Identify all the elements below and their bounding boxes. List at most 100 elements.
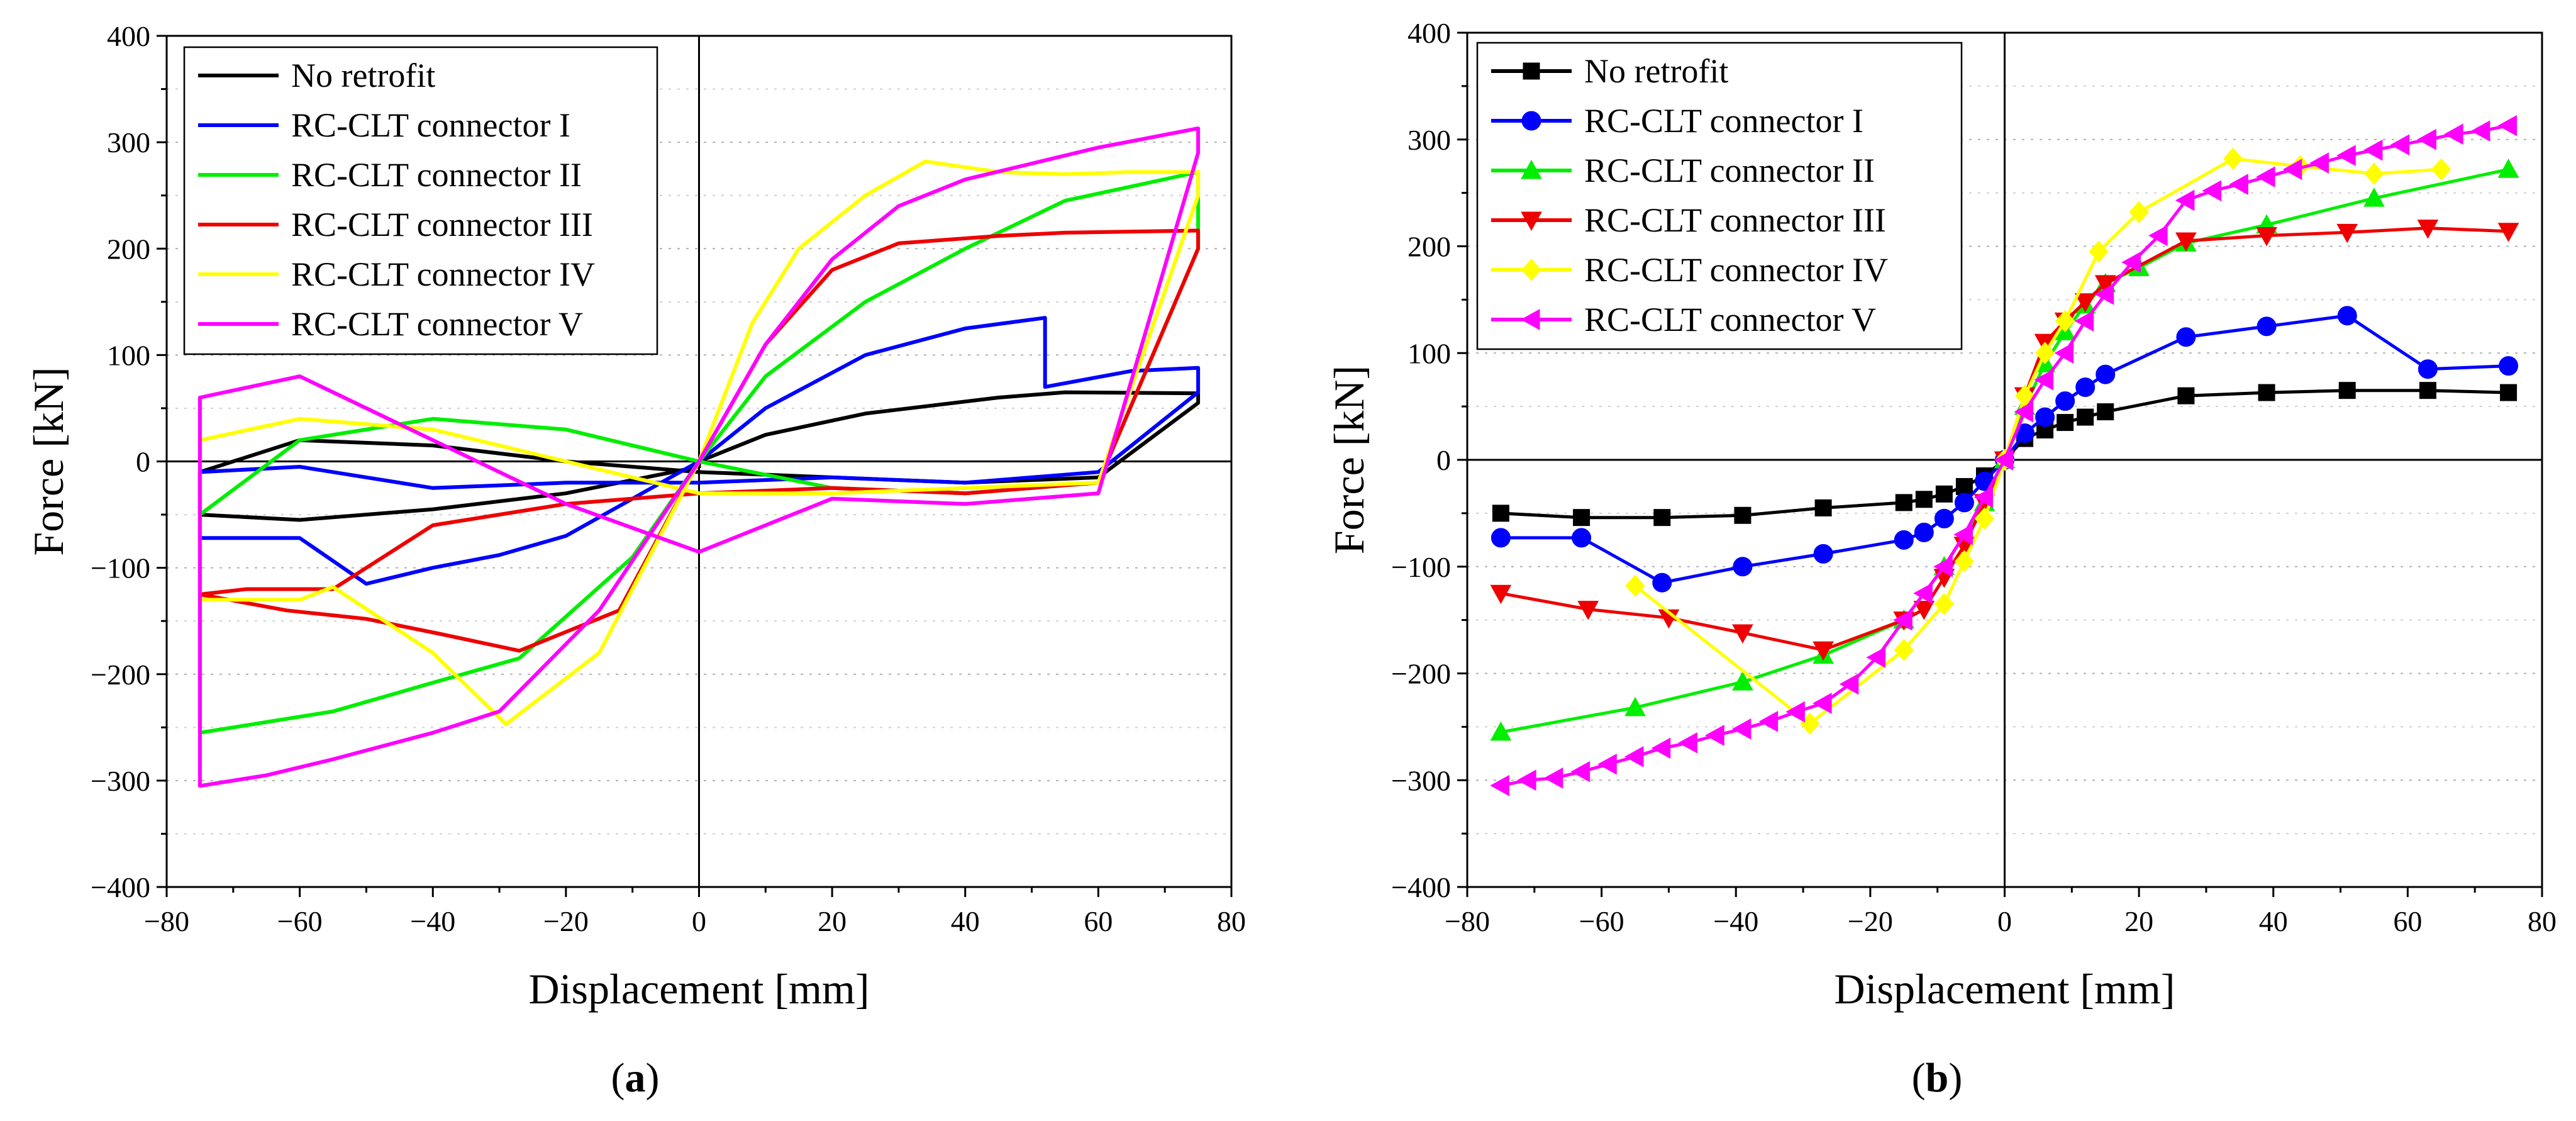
data-point bbox=[1785, 701, 1805, 723]
data-point bbox=[1491, 528, 1511, 548]
data-point bbox=[1625, 574, 1645, 598]
data-point bbox=[2363, 187, 2385, 207]
data-point bbox=[2419, 382, 2436, 399]
plot-area bbox=[1490, 114, 2519, 796]
data-point bbox=[2338, 382, 2356, 399]
data-point bbox=[1624, 746, 1644, 767]
data-point bbox=[2497, 114, 2518, 137]
data-point bbox=[1492, 505, 1509, 522]
data-point bbox=[1733, 557, 1753, 577]
data-point bbox=[1934, 508, 1954, 528]
data-point bbox=[1652, 572, 1672, 593]
y-tick-label: 0 bbox=[1436, 444, 1451, 476]
data-point bbox=[2094, 275, 2116, 294]
data-point bbox=[2096, 364, 2116, 384]
data-point bbox=[1894, 530, 1914, 550]
data-point bbox=[1893, 609, 1913, 631]
data-point bbox=[2336, 145, 2356, 167]
data-point bbox=[2055, 391, 2075, 411]
data-point bbox=[2336, 223, 2358, 243]
data-point bbox=[2364, 162, 2384, 185]
panel-label: (a) bbox=[611, 1055, 660, 1101]
data-point bbox=[1935, 485, 1953, 503]
data-point bbox=[2121, 252, 2141, 273]
data-point bbox=[1974, 507, 1995, 530]
y-tick-label: 100 bbox=[107, 339, 150, 371]
data-point bbox=[1915, 491, 1933, 508]
legend-label: RC-CLT connector III bbox=[291, 206, 593, 243]
data-point bbox=[2337, 306, 2357, 326]
data-point bbox=[1597, 753, 1617, 775]
legend-label: RC-CLT connector V bbox=[291, 305, 583, 343]
data-point bbox=[2431, 158, 2451, 181]
data-point bbox=[1734, 506, 1752, 524]
data-point bbox=[2202, 180, 2222, 202]
data-point bbox=[2417, 220, 2439, 239]
y-axis-title: Force [kN] bbox=[1325, 365, 1373, 554]
data-point bbox=[1758, 711, 1779, 732]
legend-marker bbox=[1521, 211, 1542, 231]
x-axis-title: Displacement [mm] bbox=[1835, 965, 2175, 1013]
data-point bbox=[2055, 310, 2075, 333]
data-point bbox=[2094, 284, 2114, 305]
x-tick-label: −80 bbox=[144, 905, 189, 937]
data-point bbox=[1866, 647, 1886, 668]
data-point bbox=[1813, 544, 1833, 564]
legend-label: RC-CLT connector V bbox=[1584, 301, 1876, 338]
y-tick-label: −300 bbox=[1391, 764, 1451, 796]
data-point bbox=[1895, 494, 1913, 511]
data-point bbox=[1955, 477, 1973, 495]
x-tick-label: 80 bbox=[2528, 905, 2557, 937]
legend-label: RC-CLT connector II bbox=[291, 156, 582, 194]
data-point bbox=[1490, 584, 1512, 605]
data-point bbox=[2223, 147, 2243, 170]
data-point bbox=[2390, 134, 2410, 156]
data-point bbox=[2417, 128, 2436, 150]
data-point bbox=[1678, 732, 1697, 754]
legend-box bbox=[183, 46, 658, 355]
data-point bbox=[2282, 159, 2302, 181]
x-tick-label: 20 bbox=[818, 905, 847, 937]
data-point bbox=[2077, 408, 2094, 426]
data-point bbox=[1490, 721, 1512, 741]
data-point bbox=[1954, 493, 1974, 513]
series-line-5 bbox=[1634, 157, 2441, 725]
x-tick-label: −60 bbox=[1579, 905, 1624, 937]
x-tick-label: −40 bbox=[1713, 905, 1758, 937]
x-tick-label: −20 bbox=[543, 905, 589, 937]
data-point bbox=[1839, 673, 1859, 695]
series-line-2 bbox=[197, 316, 1201, 586]
y-tick-label: 0 bbox=[136, 446, 150, 478]
x-axis-title: Displacement [mm] bbox=[529, 965, 870, 1013]
y-tick-label: 400 bbox=[1407, 17, 1451, 49]
y-tick-label: −100 bbox=[91, 552, 150, 584]
y-tick-label: −100 bbox=[1391, 551, 1451, 583]
legend-label: No retrofit bbox=[1584, 52, 1728, 90]
data-point bbox=[1913, 583, 1933, 605]
data-point bbox=[2175, 189, 2195, 211]
x-tick-label: 0 bbox=[692, 905, 706, 937]
data-point bbox=[1624, 696, 1646, 717]
data-point bbox=[2470, 120, 2490, 142]
data-point bbox=[2229, 174, 2248, 195]
data-point bbox=[2500, 384, 2518, 401]
data-point bbox=[2177, 387, 2195, 404]
legend-marker bbox=[1520, 309, 1540, 330]
y-tick-label: 300 bbox=[1407, 124, 1451, 156]
data-point bbox=[2097, 403, 2114, 421]
data-point bbox=[2309, 152, 2329, 174]
data-point bbox=[1934, 593, 1955, 615]
legend-label: RC-CLT connector I bbox=[1584, 102, 1863, 140]
legend-marker bbox=[1521, 111, 1541, 131]
legend-label: RC-CLT connector III bbox=[1584, 201, 1886, 239]
data-point bbox=[2176, 327, 2196, 347]
data-point bbox=[2035, 407, 2055, 427]
data-point bbox=[1813, 693, 1832, 714]
data-point bbox=[2057, 414, 2074, 432]
data-point bbox=[1658, 609, 1680, 629]
data-point bbox=[1573, 509, 1591, 527]
legend-label: RC-CLT connector I bbox=[291, 106, 570, 144]
y-tick-label: 200 bbox=[1407, 231, 1451, 263]
x-tick-label: 80 bbox=[1217, 905, 1246, 937]
legend-marker bbox=[1521, 159, 1542, 179]
